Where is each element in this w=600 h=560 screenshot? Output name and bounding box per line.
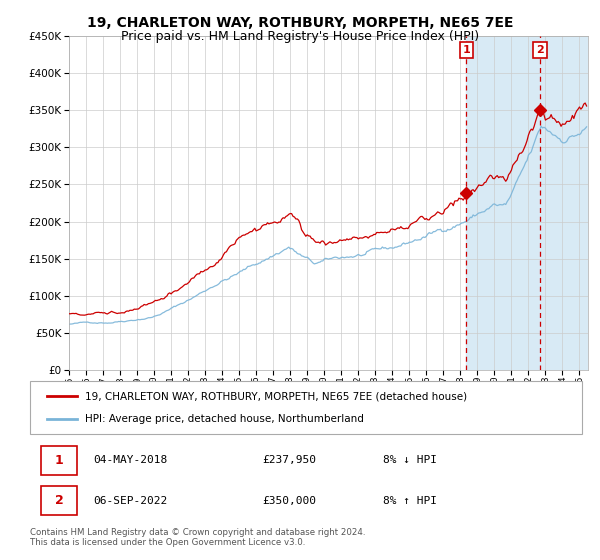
Text: 8% ↓ HPI: 8% ↓ HPI xyxy=(383,455,437,465)
Text: £237,950: £237,950 xyxy=(262,455,316,465)
Text: 19, CHARLETON WAY, ROTHBURY, MORPETH, NE65 7EE: 19, CHARLETON WAY, ROTHBURY, MORPETH, NE… xyxy=(87,16,513,30)
Text: 04-MAY-2018: 04-MAY-2018 xyxy=(94,455,168,465)
Text: 06-SEP-2022: 06-SEP-2022 xyxy=(94,496,168,506)
Text: 19, CHARLETON WAY, ROTHBURY, MORPETH, NE65 7EE (detached house): 19, CHARLETON WAY, ROTHBURY, MORPETH, NE… xyxy=(85,392,467,402)
Text: Price paid vs. HM Land Registry's House Price Index (HPI): Price paid vs. HM Land Registry's House … xyxy=(121,30,479,43)
Text: HPI: Average price, detached house, Northumberland: HPI: Average price, detached house, Nort… xyxy=(85,414,364,424)
FancyBboxPatch shape xyxy=(41,486,77,515)
Text: 1: 1 xyxy=(55,454,64,467)
FancyBboxPatch shape xyxy=(41,446,77,475)
Text: 2: 2 xyxy=(55,494,64,507)
Text: 2: 2 xyxy=(536,45,544,55)
Bar xyxy=(466,36,588,370)
Text: 8% ↑ HPI: 8% ↑ HPI xyxy=(383,496,437,506)
Text: Contains HM Land Registry data © Crown copyright and database right 2024.
This d: Contains HM Land Registry data © Crown c… xyxy=(30,528,365,547)
Text: £350,000: £350,000 xyxy=(262,496,316,506)
Text: 1: 1 xyxy=(462,45,470,55)
